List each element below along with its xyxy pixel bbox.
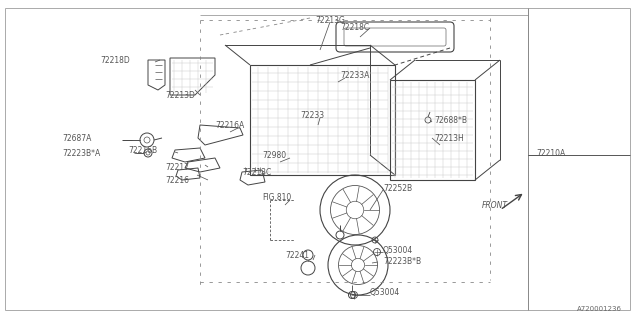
Text: 72223B*B: 72223B*B bbox=[383, 258, 421, 267]
Text: Q53004: Q53004 bbox=[383, 245, 413, 254]
Text: 72216: 72216 bbox=[165, 175, 189, 185]
Text: 72216A: 72216A bbox=[215, 121, 244, 130]
Text: FIG.810: FIG.810 bbox=[262, 194, 291, 203]
Text: 72233A: 72233A bbox=[340, 70, 369, 79]
Text: 72217: 72217 bbox=[165, 163, 189, 172]
Text: FRONT: FRONT bbox=[482, 201, 508, 210]
Text: 72213D: 72213D bbox=[165, 91, 195, 100]
Text: 72213C: 72213C bbox=[242, 167, 271, 177]
Text: 72210A: 72210A bbox=[536, 148, 565, 157]
Text: A720001236: A720001236 bbox=[577, 306, 622, 312]
Text: 72252B: 72252B bbox=[383, 183, 412, 193]
Text: 72213G: 72213G bbox=[315, 15, 345, 25]
Text: Q53004: Q53004 bbox=[370, 289, 400, 298]
Text: 72241: 72241 bbox=[285, 252, 309, 260]
Text: 72218C: 72218C bbox=[340, 22, 369, 31]
Text: 72688*B: 72688*B bbox=[434, 116, 467, 124]
Text: 72687A: 72687A bbox=[62, 133, 92, 142]
Bar bbox=[390, 80, 475, 180]
Text: 72216B: 72216B bbox=[128, 146, 157, 155]
Text: 72233: 72233 bbox=[300, 110, 324, 119]
Bar bbox=[250, 65, 395, 175]
Text: 72213H: 72213H bbox=[434, 133, 464, 142]
Text: 72980: 72980 bbox=[262, 150, 286, 159]
Text: 72218D: 72218D bbox=[100, 55, 130, 65]
Text: 72223B*A: 72223B*A bbox=[62, 148, 100, 157]
